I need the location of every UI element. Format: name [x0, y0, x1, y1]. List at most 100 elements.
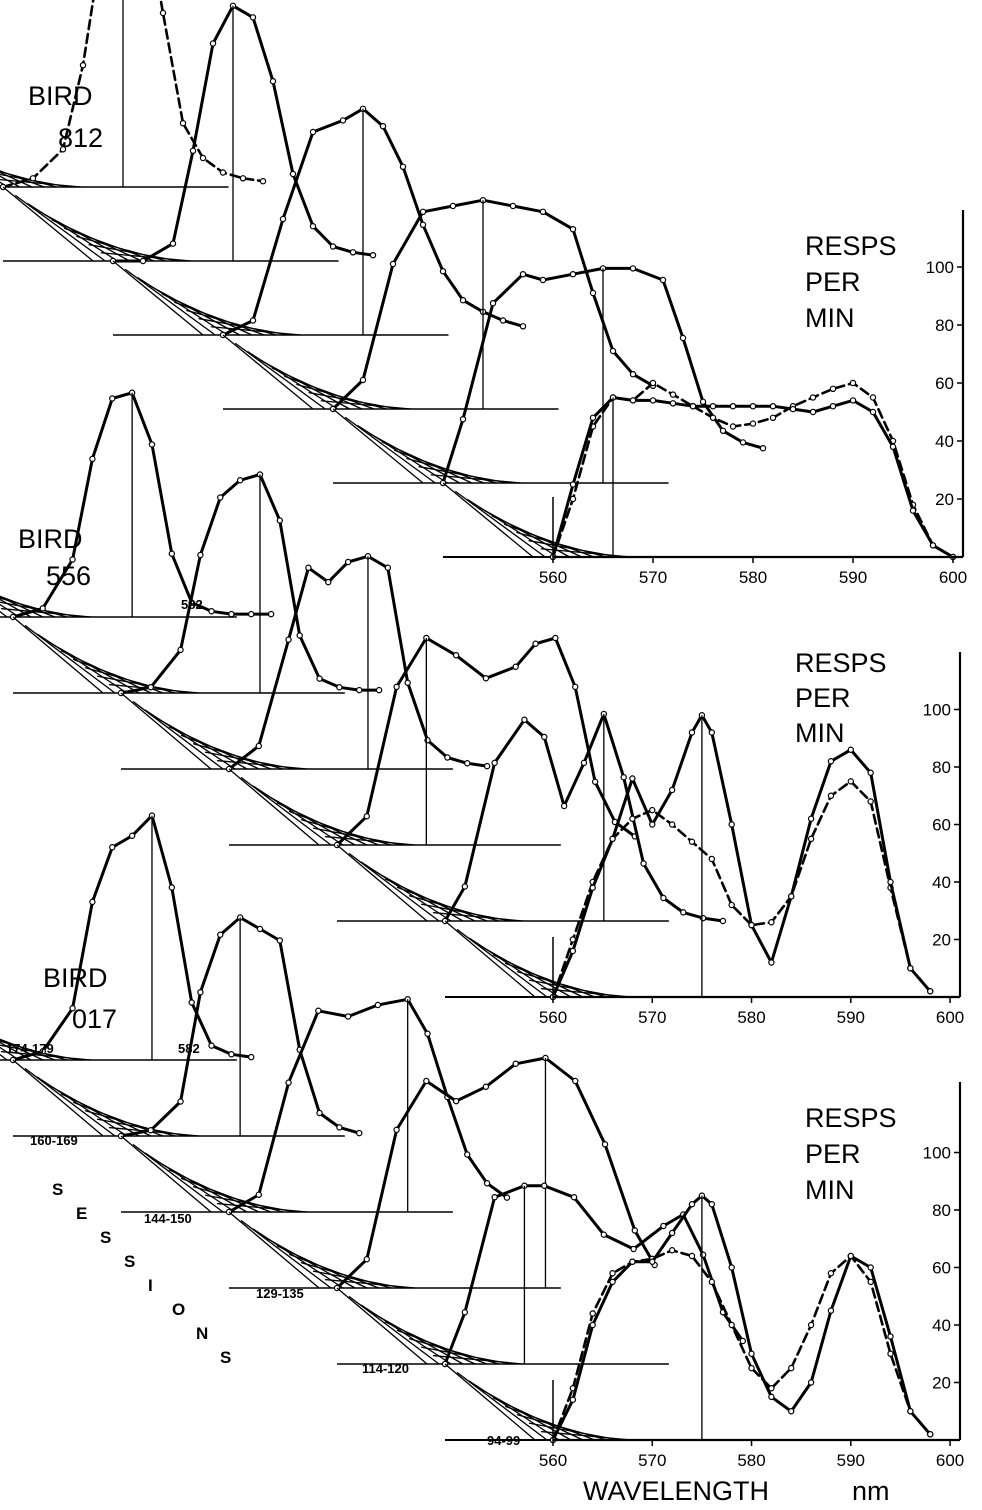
data-point	[749, 420, 757, 427]
data-point	[629, 265, 637, 272]
hatch-stroke	[396, 1329, 488, 1365]
data-point	[699, 398, 707, 405]
hatch-stroke	[0, 1046, 20, 1061]
response-curve-layer-3-solid	[335, 1056, 657, 1290]
data-point	[572, 1077, 579, 1085]
data-point	[789, 405, 797, 413]
data-point	[169, 240, 177, 247]
data-point	[847, 778, 855, 785]
hatch-stroke	[210, 326, 301, 336]
data-point	[640, 860, 647, 867]
hatch-stroke	[14, 194, 106, 262]
hatch-stroke	[0, 171, 33, 188]
data-point	[589, 1310, 596, 1317]
data-point	[769, 414, 777, 421]
response-curve-layer-2-solid	[227, 554, 489, 771]
data-point	[887, 878, 894, 886]
data-point	[217, 931, 224, 938]
data-point	[109, 844, 116, 851]
x-tick-label-570: 570	[638, 1451, 666, 1470]
data-point	[708, 1278, 716, 1286]
data-point	[788, 893, 795, 900]
data-point	[393, 1126, 400, 1134]
data-point	[867, 1264, 874, 1271]
data-point	[197, 551, 204, 559]
data-point	[344, 1013, 352, 1020]
x-tick-label-580: 580	[737, 1008, 765, 1027]
data-point	[39, 1048, 46, 1055]
data-point	[552, 634, 559, 642]
data-point	[375, 686, 383, 694]
layer-3	[228, 1054, 658, 1292]
data-point	[749, 403, 757, 410]
data-point	[927, 988, 934, 995]
data-point	[668, 1247, 676, 1254]
data-point	[748, 921, 755, 929]
data-point	[39, 605, 46, 612]
data-point	[807, 815, 815, 822]
data-point	[809, 408, 817, 416]
data-point	[708, 1201, 716, 1208]
data-point	[728, 821, 735, 828]
y-tick-label-80: 80	[932, 758, 951, 777]
data-point	[356, 1129, 363, 1137]
y-tick-label-20: 20	[932, 1374, 951, 1393]
data-point	[708, 855, 716, 863]
data-point	[255, 742, 262, 750]
data-point	[689, 403, 697, 410]
hatch-stroke	[442, 482, 534, 558]
data-point	[219, 169, 227, 176]
hatch-stroke	[120, 692, 212, 770]
data-point	[569, 495, 577, 503]
panel-bird-812: 560 570 580 590 600 20 40 60 80 100	[0, 0, 967, 587]
data-point	[139, 257, 147, 265]
data-point	[339, 117, 347, 124]
data-point	[217, 494, 224, 501]
data-point	[404, 679, 411, 686]
hatch-stroke	[63, 227, 155, 262]
data-point	[188, 999, 195, 1006]
data-point	[728, 1321, 735, 1329]
data-point	[439, 268, 447, 275]
hatch-stroke	[348, 1295, 440, 1365]
data-point	[384, 564, 392, 571]
x-tick-label-570: 570	[639, 568, 667, 587]
response-curve-layer-1-solid	[119, 916, 361, 1138]
hatch-stroke	[259, 359, 350, 410]
data-point	[887, 1350, 894, 1357]
x-tick-label-580: 580	[737, 1451, 765, 1470]
hatch-stroke	[396, 886, 488, 922]
data-point	[419, 208, 427, 215]
data-point	[483, 762, 491, 770]
data-point	[461, 1309, 469, 1316]
data-point	[363, 1256, 370, 1263]
hatch-stroke	[332, 408, 424, 484]
data-point	[907, 965, 914, 972]
x-tick-label-600: 600	[936, 1451, 964, 1470]
data-point	[709, 403, 717, 410]
hatch-stroke	[283, 375, 375, 410]
y-label-556-line1: RESPS	[795, 648, 887, 678]
axes-1: 560 570 580 590 600 20 40 60 80 100	[539, 652, 964, 1027]
hatch-stroke	[124, 268, 216, 336]
data-point	[482, 675, 490, 682]
data-point	[309, 222, 317, 230]
data-point	[849, 379, 857, 387]
data-point	[69, 556, 76, 563]
layer-0	[0, 389, 275, 621]
data-point	[309, 128, 317, 136]
data-point	[512, 1060, 519, 1067]
data-point	[829, 385, 837, 392]
data-point	[660, 894, 667, 902]
y-tick-label-60: 60	[935, 374, 954, 393]
data-point	[147, 1127, 154, 1134]
y-label-812-line3: MIN	[805, 303, 855, 333]
data-point	[491, 759, 498, 767]
data-point	[927, 1431, 934, 1438]
data-point	[532, 640, 539, 647]
data-point	[560, 802, 568, 810]
data-point	[649, 821, 656, 828]
y-tick-label-60: 60	[932, 1259, 951, 1278]
data-point	[609, 1278, 616, 1286]
data-point	[482, 1083, 490, 1090]
